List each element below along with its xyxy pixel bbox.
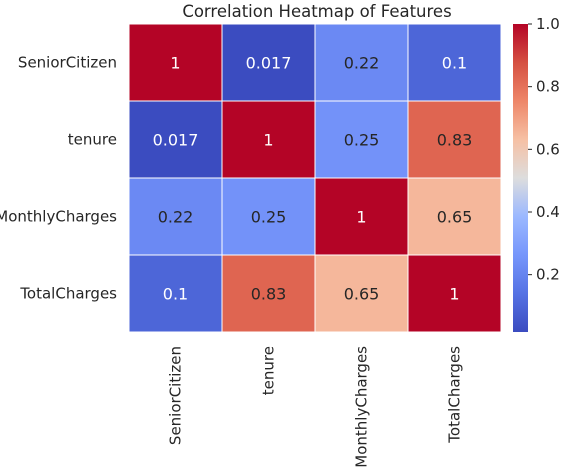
cell-value-label: 0.25 (251, 208, 287, 227)
cell-value-label: 1 (170, 54, 180, 73)
row-tick-label: tenure (68, 131, 117, 149)
heatmap-cell (407, 254, 502, 333)
heatmap-cell (221, 23, 316, 102)
cell-value-label: 0.83 (437, 131, 473, 150)
colorbar: 0.2 0.4 0.6 0.8 1.0 (513, 15, 560, 332)
colorbar-tick-label: 0.6 (536, 140, 560, 158)
column-tick-label: MonthlyCharges (353, 346, 371, 467)
colorbar-tick-label: 1.0 (536, 15, 560, 33)
cell-value-label: 0.22 (344, 54, 380, 73)
row-tick-label: MonthlyCharges (0, 208, 117, 226)
heatmap-cell (221, 100, 316, 179)
heatmap-cell (128, 100, 223, 179)
cell-value-label: 0.1 (163, 285, 188, 304)
heatmap-cell (407, 177, 502, 256)
colorbar-tick-label: 0.4 (536, 203, 560, 221)
chart-title: Correlation Heatmap of Features (182, 2, 451, 21)
cell-value-label: 1 (449, 285, 459, 304)
cell-value-label: 0.017 (153, 131, 199, 150)
cell-value-label: 0.1 (442, 54, 467, 73)
colorbar-tick-label: 0.8 (536, 78, 560, 96)
heatmap-cell (128, 254, 223, 333)
heatmap-cell (221, 177, 316, 256)
column-tick-label: tenure (260, 346, 278, 395)
cell-value-label: 0.65 (344, 285, 380, 304)
cell-value-label: 0.83 (251, 285, 287, 304)
row-tick-labels: SeniorCitizen tenure MonthlyCharges TotalCh… (0, 54, 117, 303)
column-tick-labels: SeniorCitizen tenure MonthlyCharges TotalCh… (167, 346, 464, 467)
heatmap-cell (128, 23, 223, 102)
heatmap-cell (314, 23, 409, 102)
heatmap-cell (407, 23, 502, 102)
colorbar-gradient (513, 24, 528, 332)
heatmap-cell (407, 100, 502, 179)
cell-value-label: 0.25 (344, 131, 380, 150)
cell-value-label: 1 (263, 131, 273, 150)
heatmap-cell (221, 254, 316, 333)
cell-value-label: 0.017 (246, 54, 292, 73)
colorbar-tick-label: 0.2 (536, 266, 560, 284)
column-tick-label: TotalCharges (446, 346, 464, 444)
cell-value-label: 1 (356, 208, 366, 227)
heatmap-cells: 1 0.017 0.22 0.1 0.017 1 0.25 0.83 0.22 0.25 1 0.65… (128, 23, 502, 333)
row-tick-label: TotalCharges (19, 285, 117, 303)
row-tick-label: SeniorCitizen (18, 54, 117, 72)
column-tick-label: SeniorCitizen (167, 346, 185, 445)
cell-value-label: 0.65 (437, 208, 473, 227)
cell-value-label: 0.22 (158, 208, 194, 227)
